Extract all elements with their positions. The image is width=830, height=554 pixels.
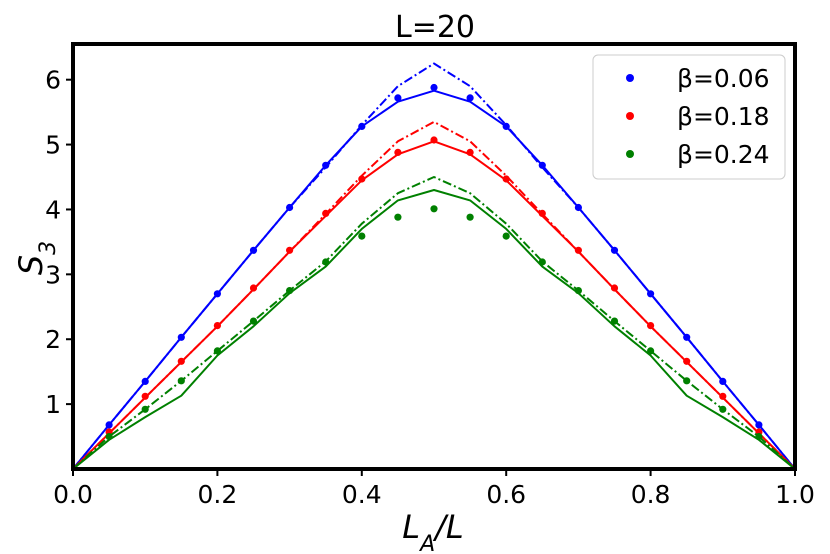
- plot-frame: [71, 42, 797, 471]
- x-axis-label-sub: A: [418, 532, 435, 554]
- series-1-point: [249, 284, 258, 292]
- series-2-point: [394, 213, 402, 221]
- series-2-point: [141, 405, 149, 413]
- series-0-point: [105, 421, 113, 429]
- y-axis-label: S3: [12, 241, 61, 275]
- series-1-point: [141, 392, 149, 400]
- series-2-point: [286, 287, 294, 295]
- y-tick-label: 1: [45, 390, 61, 419]
- series-0-point: [177, 333, 185, 341]
- series-1-point: [430, 136, 438, 144]
- series-2-point: [466, 213, 474, 221]
- x-tick-label: 0.4: [342, 480, 382, 509]
- series-2-point: [322, 258, 330, 266]
- chart-title: L=20: [395, 10, 475, 45]
- legend-marker-1: [626, 112, 634, 120]
- series-2-point: [358, 232, 366, 240]
- series-0-point: [647, 290, 655, 298]
- series-2-point: [502, 232, 510, 240]
- y-tick-label: 2: [45, 325, 61, 354]
- series-0-point: [538, 161, 546, 169]
- series-0-point: [322, 161, 330, 169]
- series-2-point: [755, 433, 763, 441]
- legend-label-0: β=0.06: [677, 64, 770, 93]
- series-0-point: [755, 421, 763, 429]
- series-0-point: [358, 122, 366, 130]
- series-0-point: [719, 377, 727, 385]
- legend-label-1: β=0.18: [677, 102, 770, 131]
- x-axis-label: LA/L: [402, 508, 464, 554]
- legend-label-2: β=0.24: [677, 140, 770, 169]
- series-0-point: [466, 94, 474, 102]
- series-1-point: [213, 322, 221, 330]
- y-tick-label: 6: [45, 66, 61, 95]
- series-1-point: [647, 322, 655, 330]
- series-0-point: [610, 246, 619, 254]
- y-axis-label-sub: 3: [36, 241, 61, 255]
- x-axis-label-main: L: [402, 508, 420, 546]
- series-2-point: [647, 347, 655, 355]
- series-1-point: [286, 246, 294, 254]
- x-tick-label: 0.6: [486, 480, 526, 509]
- series-2-dashdot-line: [72, 176, 796, 470]
- x-axis-label-rest: /L: [432, 508, 464, 546]
- y-tick-label: 3: [45, 260, 61, 289]
- series-1-point: [322, 209, 330, 217]
- series-1-point: [719, 392, 727, 400]
- legend-marker-0: [626, 74, 634, 82]
- series-2-point: [574, 287, 583, 295]
- series-1-point: [574, 246, 583, 254]
- series-1-point: [358, 175, 366, 183]
- series-0-point: [213, 290, 221, 298]
- series-2-point: [719, 405, 727, 413]
- series-1-point: [466, 148, 474, 156]
- series-1-point: [394, 148, 402, 156]
- series-0-point: [141, 377, 149, 385]
- series-2-point: [538, 258, 546, 266]
- series-0-point: [502, 122, 510, 130]
- series-2-solid-line: [72, 189, 796, 470]
- series-0-dashdot-line: [72, 62, 796, 470]
- y-axis-label-main: S: [12, 255, 50, 275]
- series-0-point: [249, 246, 258, 254]
- series-2-point: [213, 347, 221, 355]
- series-0-point: [286, 203, 294, 212]
- legend-marker-2: [626, 150, 634, 158]
- x-tick-label: 0.2: [198, 480, 238, 509]
- x-tick-label: 0.8: [631, 480, 671, 509]
- x-tick-label: 0.0: [53, 480, 93, 509]
- series-1-point: [683, 357, 691, 365]
- series-0-point: [430, 83, 438, 92]
- series-2-point: [683, 377, 691, 385]
- series-1-point: [610, 284, 619, 292]
- series-0-point: [683, 333, 691, 341]
- x-tick-label: 1.0: [775, 480, 815, 509]
- series-0-point: [394, 94, 402, 102]
- series-0-point: [574, 203, 583, 212]
- series-1-point: [177, 357, 185, 365]
- series-2-point: [249, 317, 258, 325]
- y-tick-label: 5: [45, 131, 61, 160]
- series-2-point: [430, 205, 438, 213]
- series-1-point: [538, 209, 546, 217]
- legend-box: [592, 54, 786, 180]
- legend: β=0.06 β=0.18 β=0.24: [592, 54, 786, 180]
- plot-area: [72, 62, 796, 470]
- series-2-point: [610, 317, 619, 325]
- series-2-point: [105, 433, 113, 441]
- y-tick-label: 4: [45, 195, 61, 224]
- axes: 0.0 0.2 0.4 0.6 0.8 1.0 1 2 3 4 5 6: [45, 42, 815, 509]
- series-1-point: [502, 175, 510, 183]
- series-2-point: [177, 377, 185, 385]
- series-1-dashdot-line: [72, 120, 796, 470]
